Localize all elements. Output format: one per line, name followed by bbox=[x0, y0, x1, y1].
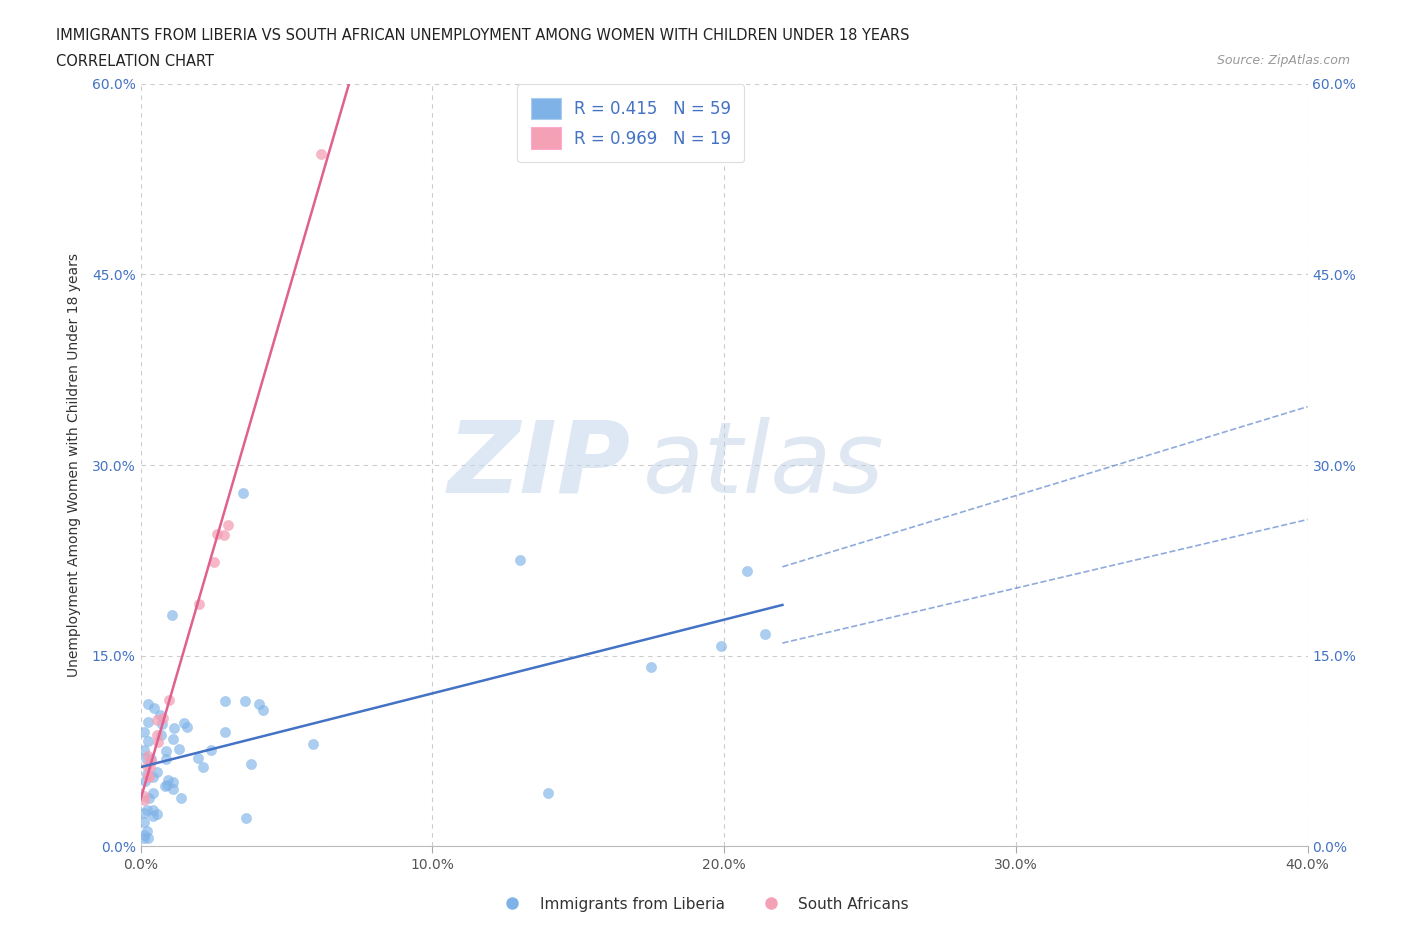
Point bbox=[233, 694, 256, 709]
Point bbox=[132, 815, 155, 830]
Point bbox=[138, 760, 160, 775]
Point bbox=[136, 830, 159, 845]
Point bbox=[239, 756, 262, 771]
Point bbox=[173, 715, 195, 730]
Point bbox=[132, 792, 155, 807]
Y-axis label: Unemployment Among Women with Children Under 18 years: Unemployment Among Women with Children U… bbox=[66, 253, 80, 677]
Point bbox=[145, 764, 167, 779]
Point bbox=[136, 734, 159, 749]
Point bbox=[139, 751, 162, 766]
Point bbox=[217, 518, 239, 533]
Point bbox=[132, 742, 155, 757]
Point bbox=[167, 742, 190, 757]
Text: CORRELATION CHART: CORRELATION CHART bbox=[56, 54, 214, 69]
Text: Source: ZipAtlas.com: Source: ZipAtlas.com bbox=[1216, 54, 1350, 67]
Point bbox=[214, 724, 236, 739]
Point bbox=[132, 789, 155, 804]
Point bbox=[138, 697, 160, 711]
Point bbox=[153, 778, 176, 793]
Point bbox=[160, 607, 183, 622]
Point bbox=[136, 766, 159, 781]
Point bbox=[200, 742, 222, 757]
Point bbox=[132, 724, 155, 739]
Point bbox=[132, 828, 155, 843]
Point bbox=[252, 702, 274, 717]
Point bbox=[214, 694, 236, 709]
Point bbox=[136, 769, 159, 784]
Point bbox=[191, 760, 214, 775]
Text: IMMIGRANTS FROM LIBERIA VS SOUTH AFRICAN UNEMPLOYMENT AMONG WOMEN WITH CHILDREN : IMMIGRANTS FROM LIBERIA VS SOUTH AFRICAN… bbox=[56, 28, 910, 43]
Point bbox=[311, 146, 333, 161]
Point bbox=[138, 770, 160, 785]
Point bbox=[188, 596, 211, 611]
Point bbox=[163, 720, 186, 735]
Point bbox=[162, 781, 184, 796]
Point bbox=[138, 749, 160, 764]
Point bbox=[537, 786, 560, 801]
Point bbox=[157, 772, 180, 787]
Point bbox=[162, 732, 184, 747]
Point bbox=[141, 754, 163, 769]
Point bbox=[155, 744, 177, 759]
Point bbox=[302, 737, 325, 751]
Point bbox=[156, 777, 179, 792]
Point bbox=[176, 720, 198, 735]
Point bbox=[205, 526, 228, 541]
Point bbox=[170, 790, 193, 805]
Point bbox=[152, 711, 174, 725]
Point bbox=[146, 734, 169, 749]
Point bbox=[142, 803, 165, 817]
Point bbox=[509, 552, 531, 567]
Point bbox=[710, 639, 733, 654]
Point bbox=[142, 808, 165, 823]
Point bbox=[202, 555, 225, 570]
Point bbox=[157, 692, 180, 707]
Point bbox=[145, 727, 167, 742]
Point bbox=[142, 786, 165, 801]
Point bbox=[754, 627, 776, 642]
Point bbox=[134, 774, 156, 789]
Point bbox=[149, 708, 172, 723]
Point bbox=[149, 727, 172, 742]
Point bbox=[142, 770, 165, 785]
Text: atlas: atlas bbox=[643, 417, 884, 513]
Legend: R = 0.415   N = 59, R = 0.969   N = 19: R = 0.415 N = 59, R = 0.969 N = 19 bbox=[517, 85, 744, 162]
Point bbox=[155, 751, 177, 766]
Point bbox=[146, 806, 169, 821]
Point bbox=[735, 564, 758, 578]
Point bbox=[136, 758, 159, 773]
Point bbox=[142, 701, 165, 716]
Point bbox=[235, 810, 257, 825]
Text: ZIP: ZIP bbox=[447, 417, 631, 513]
Point bbox=[162, 775, 184, 790]
Point bbox=[146, 712, 169, 727]
Point bbox=[640, 659, 662, 674]
Point bbox=[247, 697, 270, 711]
Point bbox=[212, 528, 235, 543]
Point bbox=[150, 717, 173, 732]
Point bbox=[138, 790, 160, 805]
Point bbox=[187, 751, 209, 765]
Point bbox=[135, 803, 157, 817]
Point bbox=[134, 830, 156, 845]
Point bbox=[132, 805, 155, 820]
Point bbox=[232, 485, 254, 500]
Point bbox=[136, 714, 159, 729]
Legend: Immigrants from Liberia, South Africans: Immigrants from Liberia, South Africans bbox=[491, 891, 915, 918]
Point bbox=[135, 751, 157, 765]
Point bbox=[135, 824, 157, 839]
